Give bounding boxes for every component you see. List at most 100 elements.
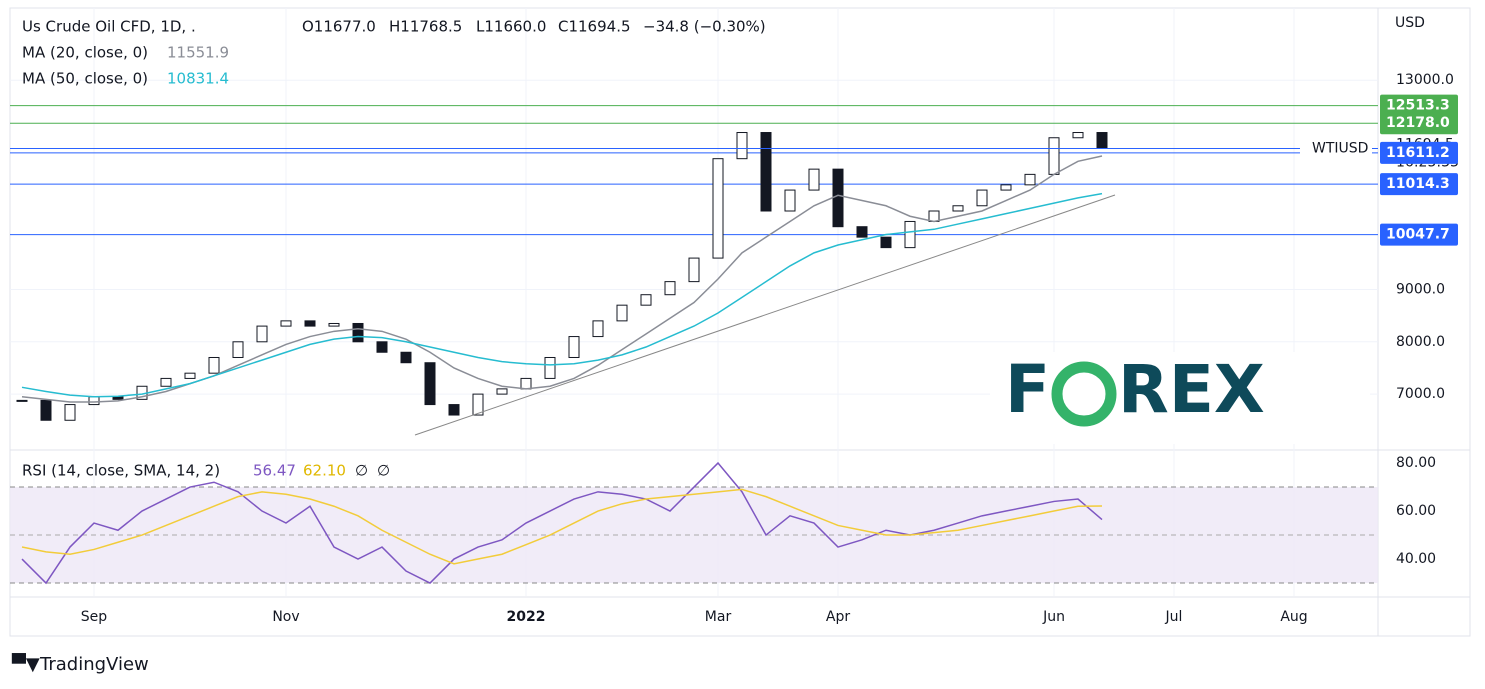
change: −34.8 (−0.30%) [643, 18, 766, 36]
candle [1024, 173, 1036, 186]
candle [784, 189, 796, 212]
level-label: 12178.0 [1386, 115, 1450, 131]
candle [760, 132, 772, 212]
x-tick-label: Aug [1280, 609, 1307, 625]
candle [40, 399, 52, 421]
y-tick-label: 8000.0 [1396, 334, 1445, 350]
candle [1048, 137, 1060, 175]
candle [952, 205, 964, 212]
rsi-sma-value: 62.10 [303, 462, 346, 480]
candle [832, 168, 844, 228]
candle [976, 189, 988, 207]
candle [1072, 132, 1084, 139]
level-badge [1380, 173, 1458, 196]
series-line [21, 192, 1103, 398]
candle [592, 320, 604, 338]
candle [568, 336, 580, 358]
candle [616, 304, 628, 322]
series-line [21, 155, 1103, 403]
level-badge [1380, 141, 1458, 164]
ohlc: H11768.5 [389, 18, 462, 36]
candle [1000, 184, 1012, 191]
candle [328, 322, 340, 327]
candle [808, 168, 820, 191]
rsi-label: RSI (14, close, SMA, 14, 2) [22, 462, 220, 480]
candle [352, 322, 364, 343]
ma50-label: MA (50, close, 0) [22, 70, 148, 88]
candle [88, 396, 100, 406]
rsi-extra: ∅ [355, 462, 368, 480]
candle [208, 356, 220, 374]
candle [544, 356, 556, 379]
candle [640, 294, 652, 306]
trendline [414, 194, 1116, 436]
x-tick-label: Jun [1042, 609, 1065, 625]
candle [472, 393, 484, 416]
level-label: 10047.7 [1386, 227, 1450, 243]
candle [904, 220, 916, 249]
candle [304, 320, 316, 327]
x-tick-label: Mar [705, 609, 732, 625]
candle [520, 377, 532, 390]
ohlc: L11660.0 [476, 18, 546, 36]
level-label: 11611.2 [1386, 145, 1450, 161]
candle [880, 236, 892, 249]
candle [184, 372, 196, 379]
x-tick-label: Sep [81, 609, 108, 625]
ohlc: O11677.0 [302, 18, 376, 36]
footer-brand: TradingView [39, 654, 149, 675]
symbol-title: Us Crude Oil CFD, 1D, . [22, 18, 196, 36]
candle [280, 320, 292, 327]
candle [64, 404, 76, 421]
symbol-label: WTIUSD [1312, 141, 1368, 157]
level-label: 11014.3 [1386, 176, 1450, 192]
y-tick-label: 7000.0 [1396, 386, 1445, 402]
level-badge [1380, 112, 1458, 135]
y-tick-label: 60.00 [1396, 503, 1436, 519]
series-line [21, 461, 1103, 585]
rsi-extra: ∅ [377, 462, 390, 480]
x-tick-label: Nov [272, 609, 299, 625]
candle [376, 341, 388, 353]
candle [448, 404, 460, 416]
candle [928, 210, 940, 222]
candle [424, 362, 436, 406]
y-tick-label: 40.00 [1396, 551, 1436, 567]
level-label: 12513.3 [1386, 98, 1450, 114]
candle [232, 341, 244, 358]
footer-icon: ▀▼ [11, 653, 40, 675]
candle [496, 388, 508, 395]
symbol-bg [1300, 139, 1372, 158]
y-tick-label: 13000.0 [1396, 72, 1454, 88]
candle [856, 226, 868, 238]
candle [664, 281, 676, 296]
x-tick-label: Apr [826, 609, 850, 625]
ma20-value: 11551.9 [167, 44, 229, 62]
level-badge [1380, 223, 1458, 246]
forex-logo: F REX [990, 351, 1370, 444]
level-badge [1380, 94, 1458, 117]
x-tick-label: Jul [1165, 609, 1183, 625]
logo-text: REX [1118, 351, 1265, 428]
candle [1096, 132, 1108, 150]
candle [712, 158, 724, 259]
logo-circle [1051, 361, 1117, 427]
logo-text: F [1005, 351, 1050, 428]
y-tick-label: 80.00 [1396, 455, 1436, 471]
ma50-value: 10831.4 [167, 70, 229, 88]
candle [112, 396, 124, 400]
ohlc: C11694.5 [558, 18, 631, 36]
candle [400, 351, 412, 364]
candle [736, 132, 748, 160]
candle [16, 399, 28, 402]
series-line [21, 488, 1103, 565]
frame [9, 7, 1471, 637]
currency: USD [1395, 15, 1425, 31]
candle [256, 325, 268, 343]
ma20-label: MA (20, close, 0) [22, 44, 148, 62]
y-tick-label: 9000.0 [1396, 281, 1445, 297]
rsi-value: 56.47 [253, 462, 296, 480]
candle [160, 377, 172, 387]
x-tick-label: 2022 [507, 609, 546, 625]
